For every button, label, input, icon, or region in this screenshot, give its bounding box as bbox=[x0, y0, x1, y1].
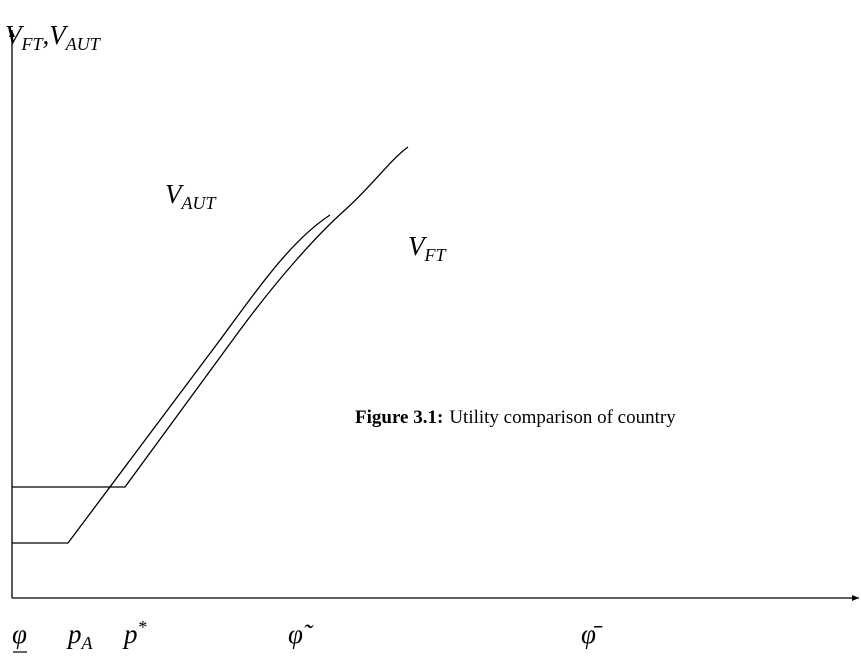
curve-aut bbox=[12, 214, 331, 544]
x-label: φ̄ bbox=[581, 619, 603, 649]
caption: Figure 3.1: Utility comparison of country bbox=[355, 407, 676, 428]
curve-label: VFT bbox=[408, 231, 447, 265]
curve-label: VAUT bbox=[165, 179, 217, 213]
curve-ft bbox=[12, 146, 409, 488]
y-axis-label: VFT,VAUT bbox=[5, 20, 102, 54]
x-label: φ̃ bbox=[288, 619, 314, 649]
x-label: pA bbox=[66, 619, 94, 653]
x-label: φ bbox=[12, 619, 27, 649]
x-label: p* bbox=[122, 617, 147, 649]
